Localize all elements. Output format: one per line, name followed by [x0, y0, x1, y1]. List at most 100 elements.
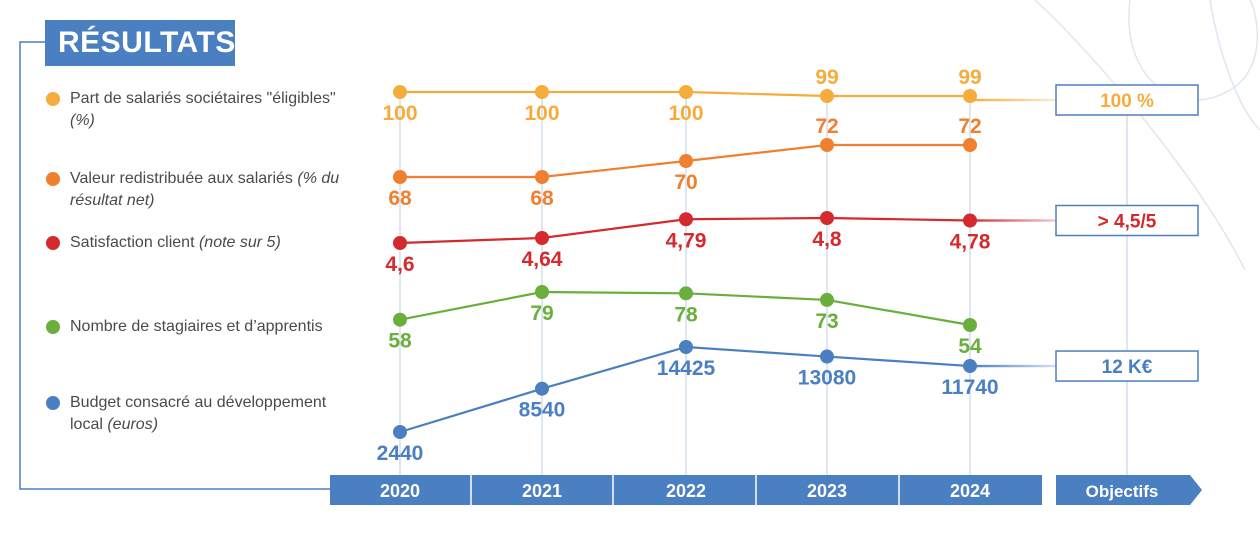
title-banner: [45, 20, 235, 66]
data-point-valeur: [820, 138, 834, 152]
legend-label: Budget consacré au développement local (…: [70, 392, 340, 436]
year-tick-label: 2021: [522, 481, 562, 501]
objective-connector-eligibles: [970, 98, 1056, 102]
data-point-budget: [963, 359, 977, 374]
objective-connectors: [970, 98, 1056, 368]
data-label-eligibles: 99: [958, 66, 981, 89]
data-label-satisfaction: 4,64: [522, 248, 563, 271]
legend-dot-icon: [46, 320, 60, 334]
legend-label-text: Nombre de stagiaires et d’apprentis: [70, 318, 323, 335]
decor-curve: [1209, 0, 1260, 131]
data-point-budget: [535, 381, 549, 396]
data-label-valeur: 72: [815, 115, 838, 138]
data-point-eligibles: [679, 85, 693, 99]
data-label-satisfaction: 4,8: [812, 228, 842, 251]
year-gridlines: [399, 88, 1128, 478]
data-label-eligibles: 100: [382, 102, 417, 125]
legend-label-unit: (euros): [102, 416, 159, 433]
objective-box-satisfaction: [1055, 204, 1199, 237]
data-label-eligibles: 99: [815, 66, 838, 89]
data-label-satisfaction: 4,78: [950, 231, 991, 254]
data-point-budget: [820, 349, 834, 364]
data-point-valeur: [393, 170, 407, 184]
data-point-satisfaction: [820, 211, 834, 225]
data-point-stagiaires: [963, 318, 977, 332]
legend-dot-icon: [46, 92, 60, 106]
data-label-budget: 13080: [798, 367, 856, 390]
page-title: RÉSULTATS: [58, 26, 236, 59]
data-label-eligibles: 100: [668, 102, 703, 125]
objective-box-budget: [1055, 350, 1199, 382]
data-point-satisfaction: [393, 236, 407, 250]
objective-connector-satisfaction: [970, 219, 1056, 222]
data-point-valeur: [535, 170, 549, 184]
year-tick-label: 2024: [950, 481, 990, 501]
year-tick-label: 2022: [666, 481, 706, 501]
decorative-curves: [1034, 0, 1260, 271]
legend-label-unit: (% du résultat net): [70, 170, 340, 209]
legend-label: Part de salariés sociétaires "éligibles"…: [70, 88, 340, 132]
data-point-eligibles: [963, 89, 977, 103]
legend-label: Satisfaction client (note sur 5): [70, 232, 340, 254]
legend-label-text: Satisfaction client: [70, 234, 195, 251]
legend-dot-icon: [46, 236, 60, 250]
objectives-label: Objectifs: [1086, 482, 1159, 501]
data-point-stagiaires: [679, 286, 693, 301]
objective-value-satisfaction: > 4,5/5: [1098, 212, 1157, 233]
data-point-satisfaction: [535, 231, 549, 245]
data-point-stagiaires: [393, 312, 407, 327]
data-label-stagiaires: 79: [530, 302, 553, 325]
data-label-budget: 2440: [377, 442, 424, 465]
objectives-arrow: [1056, 475, 1202, 505]
legend-label-unit: (note sur 5): [194, 234, 281, 251]
data-point-budget: [393, 425, 407, 439]
data-labels: 100 100 100 99 99 68 68 70 72 72 4,6 4,64 4,79 4,8 4,7…: [377, 66, 999, 465]
year-tick-label: 2023: [807, 481, 847, 501]
data-label-stagiaires: 58: [388, 330, 412, 353]
legend-label-text: Valeur redistribuée aux salariés: [70, 170, 293, 187]
bracket-line: [19, 41, 330, 490]
data-label-satisfaction: 4,79: [666, 229, 707, 252]
data-label-stagiaires: 78: [674, 303, 698, 326]
decor-curve: [1034, 0, 1246, 271]
data-point-eligibles: [535, 85, 549, 99]
legend-bracket: [19, 41, 330, 490]
data-point-eligibles: [393, 85, 407, 99]
data-label-valeur: 70: [674, 171, 697, 194]
data-label-budget: 8540: [519, 399, 566, 422]
legend-dot-icon: [46, 172, 60, 186]
legend-label: Valeur redistribuée aux salariés (% du r…: [70, 168, 340, 212]
data-point-valeur: [963, 138, 977, 152]
legend-label-unit: (%): [70, 112, 95, 129]
objective-boxes: 100 % > 4,5/5 12 K€: [1055, 84, 1199, 382]
data-point-budget: [679, 340, 693, 354]
objective-value-budget: 12 K€: [1102, 357, 1153, 378]
objective-connector-budget: [970, 364, 1056, 368]
data-label-eligibles: 100: [524, 102, 559, 125]
series-lines: [399, 90, 971, 434]
data-point-stagiaires: [820, 292, 834, 307]
objective-value-eligibles: 100 %: [1100, 91, 1154, 112]
objective-box-eligibles: [1055, 84, 1199, 116]
data-label-stagiaires: 73: [815, 310, 838, 333]
year-tick-label: 2020: [380, 481, 420, 501]
data-label-satisfaction: 4,6: [385, 253, 414, 276]
data-point-satisfaction: [679, 212, 693, 227]
legend-label: Nombre de stagiaires et d’apprentis: [70, 316, 340, 338]
data-point-eligibles: [820, 89, 834, 103]
data-label-budget: 11740: [941, 376, 998, 399]
data-point-satisfaction: [963, 213, 977, 228]
legend-label-text: Budget consacré au développement local: [70, 394, 327, 433]
legend-dot-icon: [46, 396, 60, 410]
year-axis-bar: 2020 2021 2022 2023 2024 Objectifs: [330, 475, 1202, 505]
data-label-budget: 14425: [657, 357, 716, 380]
decor-curve: [1128, 0, 1259, 101]
year-axis-band: [330, 475, 1042, 505]
data-label-valeur: 72: [958, 115, 981, 138]
series-points: [393, 85, 977, 439]
data-label-stagiaires: 54: [958, 335, 982, 358]
data-label-valeur: 68: [530, 187, 554, 210]
data-point-stagiaires: [535, 285, 549, 299]
data-point-valeur: [679, 154, 693, 168]
